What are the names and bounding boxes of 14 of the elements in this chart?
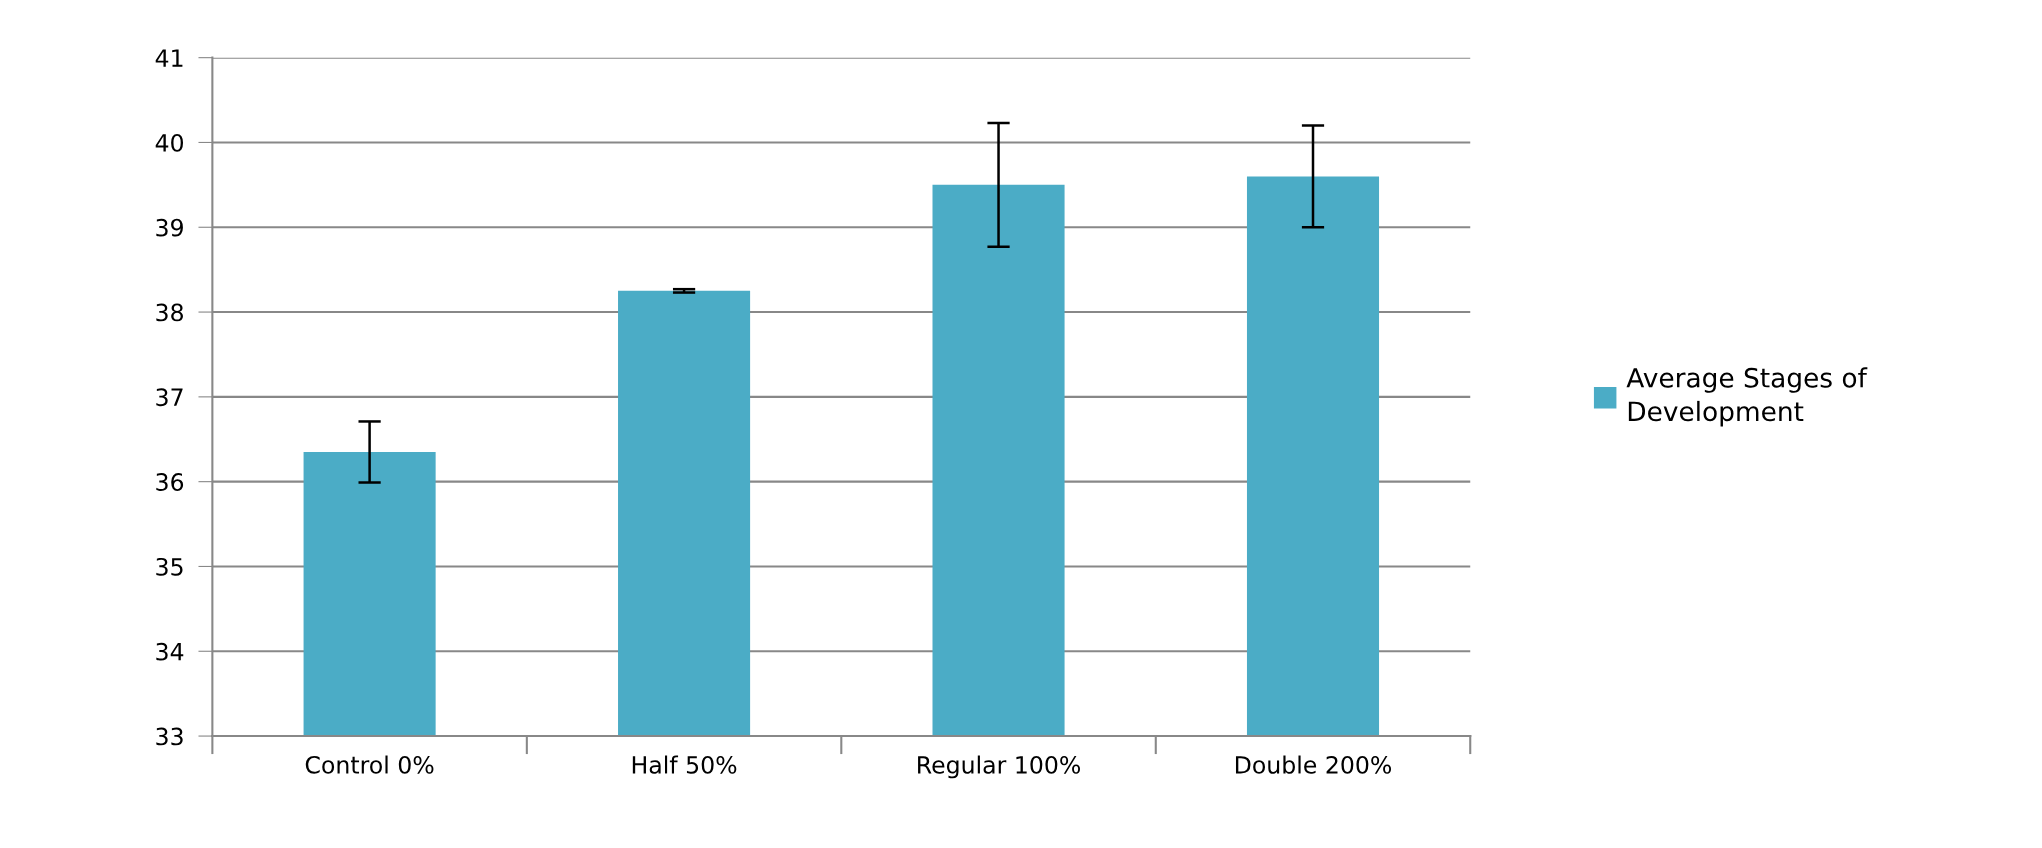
y-tick-label: 40 <box>155 133 184 152</box>
y-tick-label: 34 <box>156 642 184 661</box>
y-tick-label: 35 <box>156 557 183 576</box>
y-tick-label: 36 <box>156 473 184 491</box>
y-tick-label: 33 <box>156 727 183 746</box>
x-tick-label: Regular 100% <box>918 755 1081 779</box>
x-tick-label: Double 200% <box>1235 755 1392 774</box>
y-tick-label: 39 <box>156 218 183 237</box>
legend-label: Average Stages of Development <box>1626 367 1868 427</box>
y-tick-label: 41 <box>155 49 183 67</box>
x-tick-label: Half 50% <box>632 755 737 774</box>
x-tick-label: Control 0% <box>305 755 434 774</box>
y-tick-label: 38 <box>156 303 183 322</box>
y-tick-label: 37 <box>156 388 183 407</box>
